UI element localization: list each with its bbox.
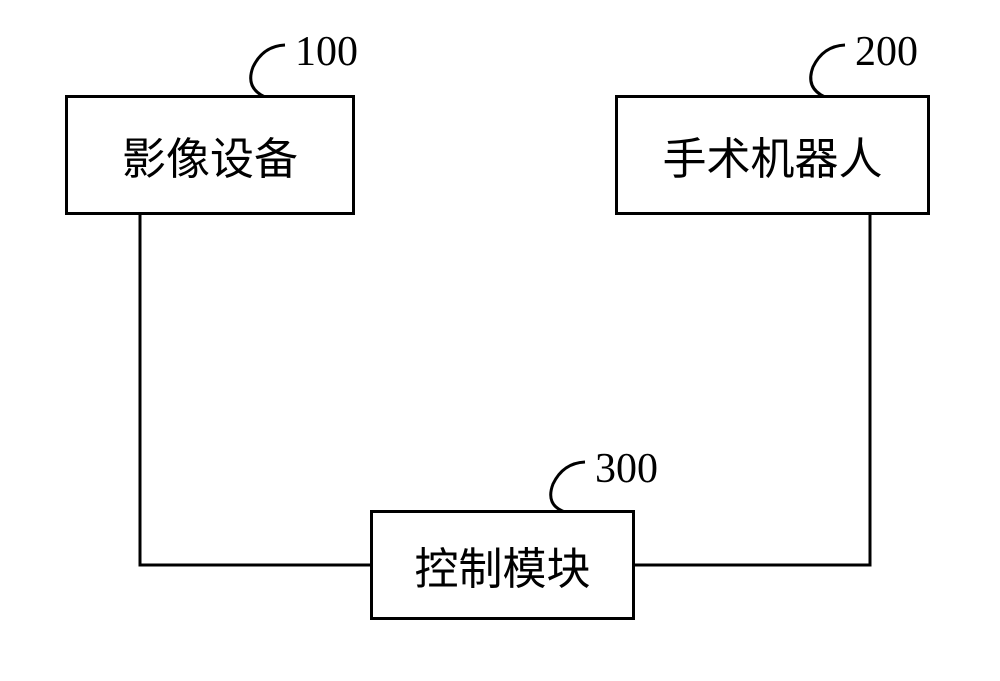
ref-label-100: 100 [295,28,358,76]
node-surgical-robot-label: 手术机器人 [663,123,883,187]
ref-label-300: 300 [595,445,658,493]
node-control-module-label: 控制模块 [415,533,591,597]
leader-200 [811,45,845,97]
block-diagram: 影像设备 100 手术机器人 200 控制模块 300 [0,0,1000,681]
leader-300 [551,462,585,512]
node-imaging-device-label: 影像设备 [122,123,298,187]
leader-100 [251,45,285,97]
node-imaging-device: 影像设备 [65,95,355,215]
edge-imaging-to-control [140,215,370,565]
node-control-module: 控制模块 [370,510,635,620]
edge-robot-to-control [635,215,870,565]
ref-label-200: 200 [855,28,918,76]
node-surgical-robot: 手术机器人 [615,95,930,215]
